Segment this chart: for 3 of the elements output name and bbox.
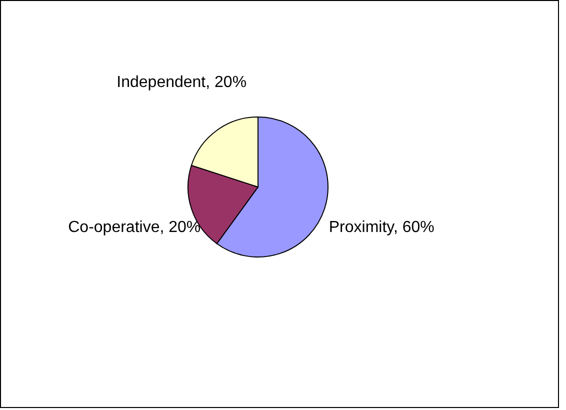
- slice-label: Independent, 20%: [116, 74, 247, 91]
- slice-label: Proximity, 60%: [328, 219, 434, 236]
- slice-label: Co-operative, 20%: [68, 219, 201, 236]
